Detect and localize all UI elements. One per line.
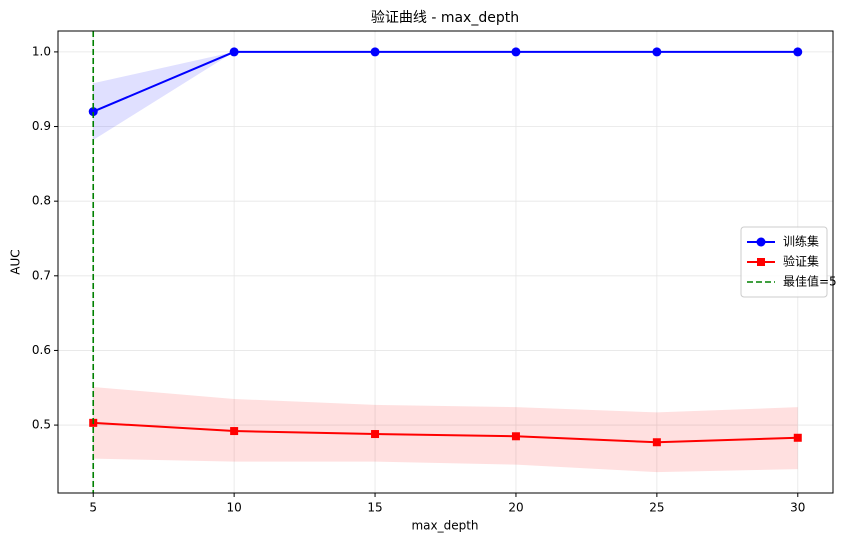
- series-line: [92, 50, 798, 113]
- point: [370, 47, 380, 57]
- axes-frame: [57, 30, 834, 494]
- point: [371, 430, 380, 439]
- y-tick-label: 0.8: [32, 194, 51, 208]
- y-tick-label: 0.5: [32, 418, 51, 432]
- x-tick-label: 25: [649, 501, 664, 515]
- y-tick-label: 0.6: [32, 343, 51, 357]
- x-tick-label: 20: [508, 501, 523, 515]
- x-tick-label: 10: [226, 501, 241, 515]
- point: [793, 47, 803, 57]
- y-tick-label: 0.7: [32, 268, 51, 282]
- legend-marker: [756, 237, 766, 247]
- confidence-band: [93, 387, 798, 473]
- point: [229, 47, 239, 57]
- point: [793, 433, 802, 442]
- point: [88, 107, 98, 117]
- point: [652, 438, 661, 447]
- x-tick-label: 5: [89, 501, 97, 515]
- y-axis-label: AUC: [9, 249, 23, 274]
- legend-marker: [757, 258, 765, 266]
- y-tick-label: 1.0: [32, 44, 51, 58]
- point: [652, 47, 662, 57]
- x-tick-label: 30: [790, 501, 805, 515]
- point: [511, 47, 521, 57]
- legend-label: 最佳值=5: [783, 274, 837, 289]
- point: [230, 427, 239, 436]
- chart-title: 验证曲线 - max_depth: [371, 10, 519, 26]
- x-axis-label: max_depth: [411, 519, 478, 533]
- x-tick-label: 15: [367, 501, 382, 515]
- legend-label: 训练集: [783, 234, 819, 249]
- y-tick-label: 0.9: [32, 119, 51, 133]
- legend-label: 验证集: [783, 254, 819, 269]
- series-line: [93, 421, 798, 444]
- point: [511, 432, 520, 441]
